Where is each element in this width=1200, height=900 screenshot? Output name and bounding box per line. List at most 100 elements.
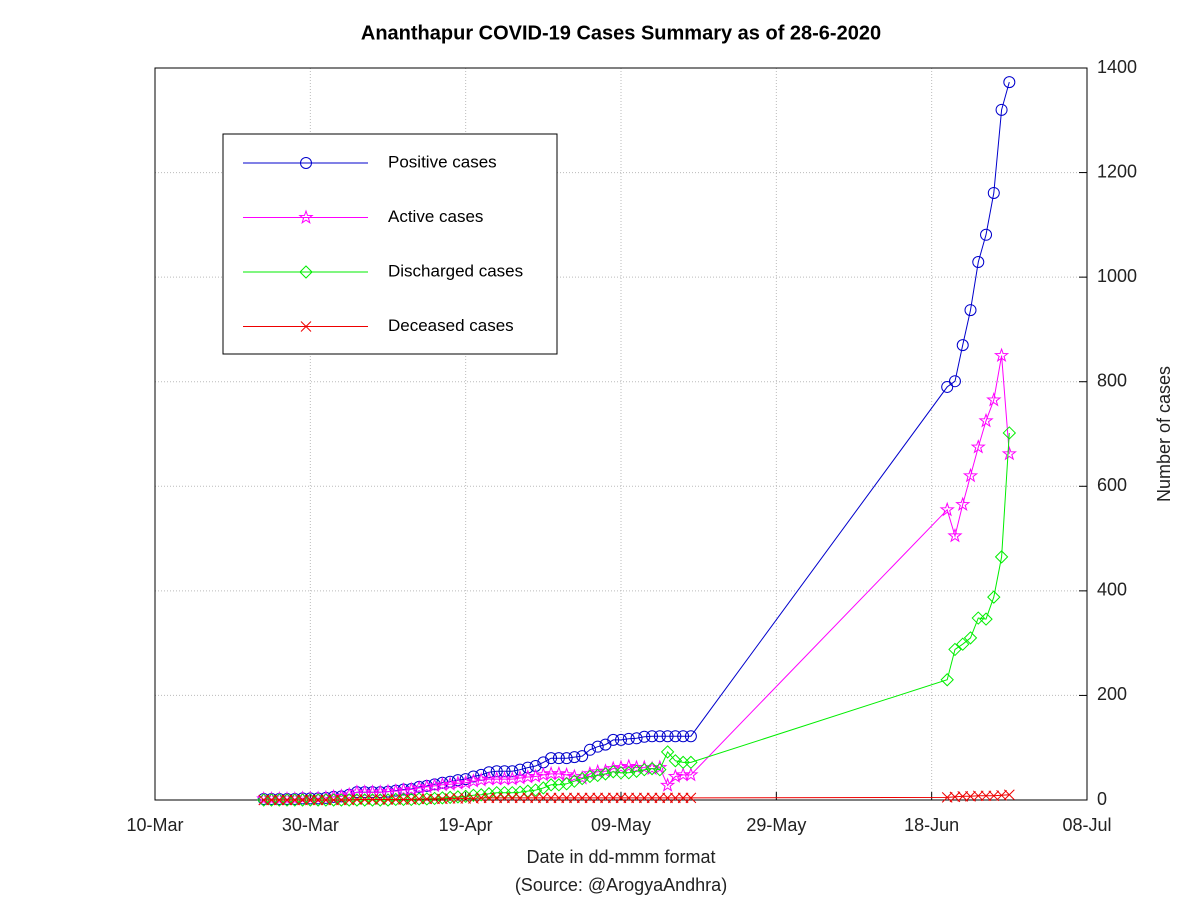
marker <box>521 784 535 798</box>
marker <box>971 611 985 625</box>
marker <box>552 778 566 792</box>
marker <box>987 186 1000 199</box>
marker <box>1003 789 1015 801</box>
marker <box>520 768 536 784</box>
marker <box>654 792 666 804</box>
marker <box>964 304 977 317</box>
marker <box>972 255 985 268</box>
marker <box>677 730 690 743</box>
marker <box>281 794 293 806</box>
marker <box>553 792 565 804</box>
marker <box>289 794 301 806</box>
marker <box>1001 445 1017 461</box>
marker <box>646 792 658 804</box>
marker <box>576 750 589 763</box>
marker <box>473 772 489 787</box>
marker <box>545 752 558 765</box>
marker <box>978 412 994 428</box>
marker <box>993 347 1010 363</box>
x-tick-label: 19-Apr <box>439 815 493 835</box>
plot-frame <box>154 67 1088 801</box>
marker <box>413 793 425 805</box>
marker <box>575 771 589 786</box>
marker <box>527 768 544 783</box>
marker <box>498 765 511 778</box>
marker <box>504 771 520 786</box>
marker <box>514 763 527 776</box>
marker <box>606 765 620 779</box>
marker <box>328 794 339 806</box>
marker <box>312 794 324 806</box>
marker <box>403 781 419 797</box>
marker <box>426 777 443 793</box>
marker <box>963 631 978 645</box>
marker <box>955 496 971 512</box>
marker <box>940 673 954 687</box>
marker <box>390 794 402 805</box>
marker <box>545 792 557 804</box>
marker <box>528 783 543 797</box>
marker <box>297 794 308 806</box>
marker <box>367 794 378 805</box>
legend-label: Positive cases <box>388 152 497 171</box>
marker <box>622 766 636 780</box>
y-tick-label: 200 <box>1097 684 1127 704</box>
marker <box>535 766 551 782</box>
marker <box>398 794 409 805</box>
y-tick-label: 0 <box>1097 789 1107 809</box>
x-tick-label: 18-Jun <box>904 815 959 835</box>
marker <box>372 784 388 799</box>
marker <box>266 794 277 806</box>
marker <box>404 792 419 807</box>
series-line <box>263 432 1010 801</box>
marker <box>374 794 386 805</box>
marker <box>450 775 466 790</box>
marker <box>972 790 984 802</box>
marker <box>1002 426 1017 440</box>
marker <box>590 763 606 779</box>
marker <box>660 745 675 759</box>
marker <box>568 751 581 764</box>
marker <box>382 794 394 805</box>
marker <box>452 793 464 804</box>
legend: Positive cases Active cases Discharged cas… <box>222 133 558 355</box>
marker <box>653 730 666 743</box>
marker <box>677 792 689 804</box>
marker <box>598 767 613 781</box>
marker <box>304 794 316 806</box>
marker <box>613 759 629 775</box>
marker <box>258 794 270 806</box>
marker <box>661 730 674 743</box>
marker <box>591 740 604 753</box>
legend-label: Active cases <box>388 207 483 226</box>
marker <box>300 321 312 332</box>
marker <box>491 792 503 804</box>
marker <box>427 791 442 806</box>
marker <box>659 777 676 792</box>
marker <box>559 777 574 791</box>
marker <box>381 793 395 807</box>
marker <box>605 760 621 776</box>
marker <box>947 527 963 543</box>
marker <box>551 765 567 781</box>
marker <box>622 732 635 745</box>
marker <box>566 768 583 783</box>
y-tick-label: 1000 <box>1097 266 1137 286</box>
marker <box>537 792 549 804</box>
y-tick-label: 600 <box>1097 475 1127 495</box>
marker <box>351 794 363 805</box>
marker <box>956 339 969 352</box>
marker <box>645 761 659 776</box>
marker <box>475 792 487 804</box>
y-tick-label: 400 <box>1097 580 1127 600</box>
marker <box>411 779 427 795</box>
marker <box>359 794 371 805</box>
marker <box>420 792 434 806</box>
marker <box>630 732 643 745</box>
marker <box>514 792 526 804</box>
marker <box>336 794 347 806</box>
marker <box>530 792 541 804</box>
marker <box>506 792 518 804</box>
y-tick-label: 800 <box>1097 370 1127 390</box>
